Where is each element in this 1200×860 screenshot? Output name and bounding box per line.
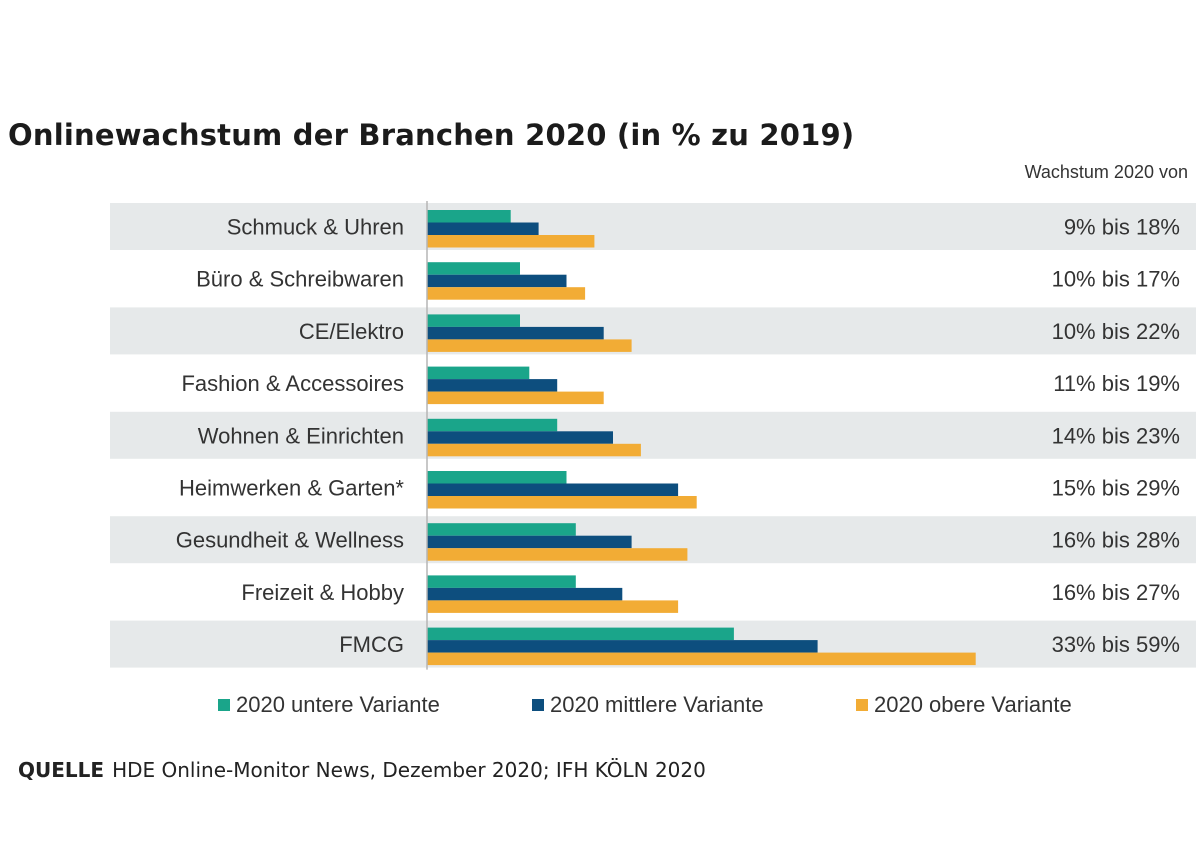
legend-item-lower: 2020 untere Variante	[218, 692, 440, 718]
range-label-wohnen-einrichten: 14% bis 23%	[1052, 423, 1180, 448]
range-label-fmcg: 33% bis 59%	[1052, 632, 1180, 657]
bar-gesundheit-wellness-upper	[427, 548, 688, 561]
chart-legend: 2020 untere Variante 2020 mittlere Varia…	[0, 692, 1200, 722]
bar-fashion-accessoires-upper	[427, 391, 604, 405]
legend-item-middle: 2020 mittlere Variante	[532, 692, 764, 718]
range-label-freizeit-hobby: 16% bis 27%	[1052, 580, 1180, 605]
bar-ce-elektro-upper	[427, 339, 632, 352]
category-label-freizeit-hobby: Freizeit & Hobby	[241, 580, 404, 605]
legend-item-upper: 2020 obere Variante	[856, 692, 1072, 718]
category-label-gesundheit-wellness: Gesundheit & Wellness	[176, 528, 404, 553]
bar-heimwerken-garten-middle	[427, 483, 679, 496]
source-note: QUELLE HDE Online-Monitor News, Dezember …	[18, 758, 706, 782]
category-label-fmcg: FMCG	[339, 632, 404, 657]
source-text: HDE Online-Monitor News, Dezember 2020; …	[112, 758, 706, 782]
row-band-ce-elektro	[110, 307, 1196, 355]
bar-freizeit-hobby-upper	[427, 600, 679, 613]
legend-swatch-middle	[532, 699, 544, 711]
bar-wohnen-einrichten-upper	[427, 443, 641, 457]
bar-b-ro-schreibwaren-middle	[427, 274, 567, 288]
category-label-schmuck-uhren: Schmuck & Uhren	[227, 215, 404, 240]
bar-heimwerken-garten-upper	[427, 496, 697, 509]
bar-fmcg-upper	[427, 652, 976, 666]
category-label-wohnen-einrichten: Wohnen & Einrichten	[198, 423, 404, 448]
chart-title: Onlinewachstum der Branchen 2020 (in % z…	[8, 118, 855, 152]
legend-swatch-lower	[218, 699, 230, 711]
bar-b-ro-schreibwaren-lower	[427, 262, 520, 275]
category-label-heimwerken-garten: Heimwerken & Garten*	[179, 476, 404, 501]
range-label-fashion-accessoires: 11% bis 19%	[1053, 371, 1180, 396]
bar-gesundheit-wellness-lower	[427, 523, 576, 536]
legend-label-upper: 2020 obere Variante	[874, 692, 1072, 717]
row-band-schmuck-uhren	[110, 203, 1196, 250]
legend-swatch-upper	[856, 699, 868, 711]
range-label-b-ro-schreibwaren: 10% bis 17%	[1052, 267, 1180, 292]
legend-label-middle: 2020 mittlere Variante	[550, 692, 764, 717]
range-column-header: Wachstum 2020 von	[1024, 162, 1188, 182]
bar-fmcg-middle	[427, 640, 818, 653]
range-label-heimwerken-garten: 15% bis 29%	[1052, 476, 1180, 501]
bar-ce-elektro-lower	[427, 314, 520, 327]
bar-fmcg-lower	[427, 627, 734, 641]
legend-label-lower: 2020 untere Variante	[236, 692, 440, 717]
category-label-b-ro-schreibwaren: Büro & Schreibwaren	[196, 267, 404, 292]
range-label-gesundheit-wellness: 16% bis 28%	[1052, 528, 1180, 553]
bar-freizeit-hobby-lower	[427, 575, 576, 588]
bar-freizeit-hobby-middle	[427, 587, 623, 601]
category-label-fashion-accessoires: Fashion & Accessoires	[181, 371, 404, 396]
row-band-wohnen-einrichten	[110, 411, 1196, 459]
bar-schmuck-uhren-middle	[427, 222, 539, 235]
bar-b-ro-schreibwaren-upper	[427, 287, 586, 300]
range-label-schmuck-uhren: 9% bis 18%	[1064, 215, 1180, 240]
bar-wohnen-einrichten-lower	[427, 418, 558, 432]
bar-schmuck-uhren-lower	[427, 210, 511, 223]
bar-ce-elektro-middle	[427, 326, 604, 340]
bar-schmuck-uhren-upper	[427, 235, 595, 248]
category-label-ce-elektro: CE/Elektro	[299, 319, 404, 344]
bar-wohnen-einrichten-middle	[427, 431, 613, 444]
bar-gesundheit-wellness-middle	[427, 535, 632, 549]
bar-fashion-accessoires-middle	[427, 379, 558, 392]
source-label: QUELLE	[18, 758, 105, 782]
bar-fashion-accessoires-lower	[427, 366, 530, 380]
range-label-ce-elektro: 10% bis 22%	[1052, 319, 1180, 344]
bar-heimwerken-garten-lower	[427, 471, 567, 484]
